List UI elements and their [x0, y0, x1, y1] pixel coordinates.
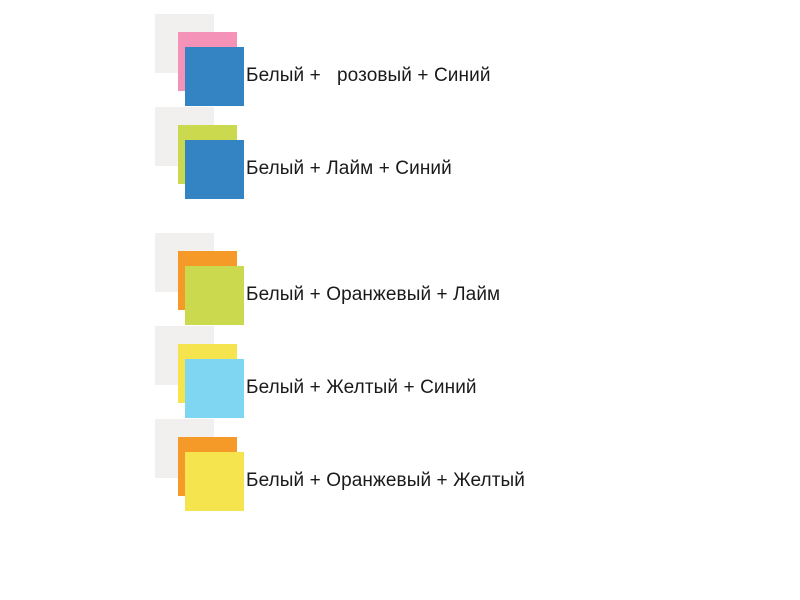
palette-row: Белый + Оранжевый + Лайм	[0, 233, 800, 329]
color-swatch	[185, 452, 244, 511]
color-swatch	[185, 359, 244, 418]
palette-row: Белый + Лайм + Синий	[0, 107, 800, 203]
color-swatch	[185, 266, 244, 325]
swatch-stack	[155, 326, 245, 422]
palette-row: Белый + Желтый + Синий	[0, 326, 800, 422]
swatch-stack	[155, 14, 245, 110]
color-swatch	[185, 47, 244, 106]
swatch-stack	[155, 233, 245, 329]
palette-row: Белый + розовый + Синий	[0, 14, 800, 110]
palette-label: Белый + розовый + Синий	[246, 65, 491, 87]
palette-label: Белый + Желтый + Синий	[246, 377, 477, 399]
swatch-stack	[155, 419, 245, 515]
palette-label: Белый + Лайм + Синий	[246, 158, 452, 180]
palette-label: Белый + Оранжевый + Желтый	[246, 470, 526, 492]
palette-row: Белый + Оранжевый + Желтый	[0, 419, 800, 515]
palette-label: Белый + Оранжевый + Лайм	[246, 284, 501, 306]
swatch-stack	[155, 107, 245, 203]
color-swatch	[185, 140, 244, 199]
